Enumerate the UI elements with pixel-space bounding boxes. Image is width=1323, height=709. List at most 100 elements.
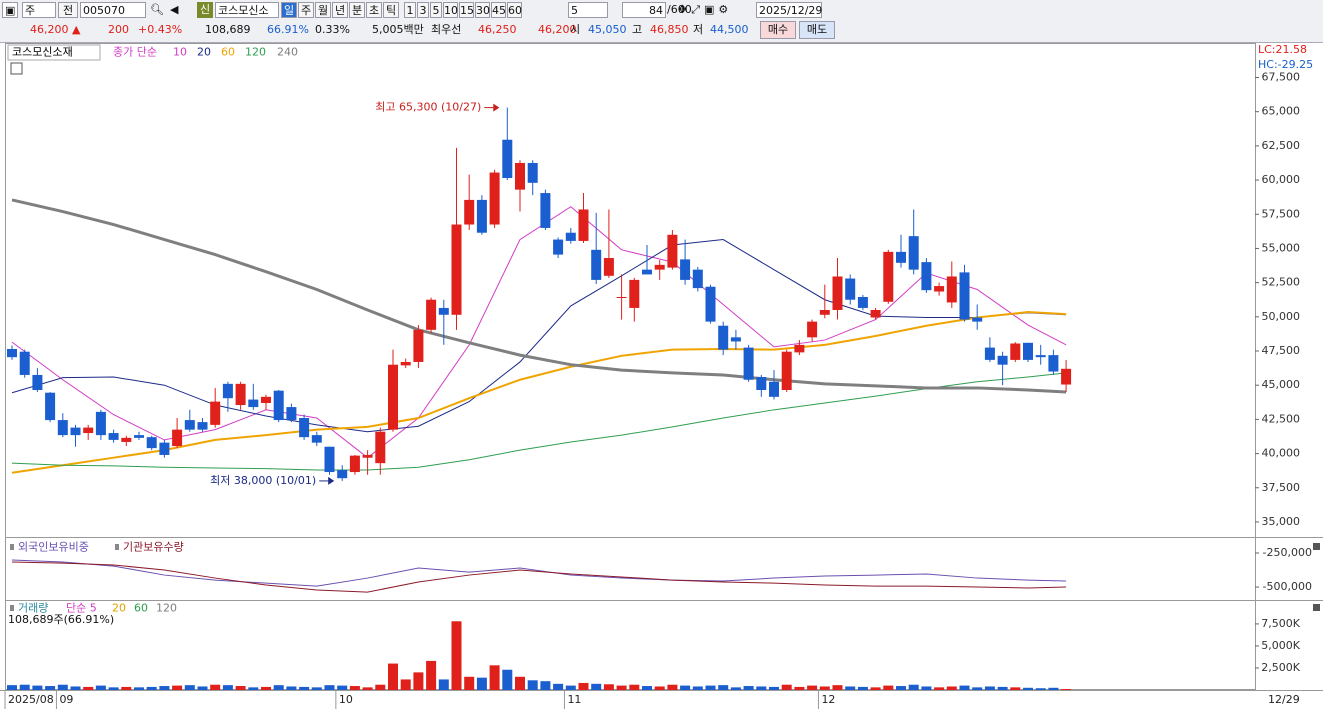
period-button[interactable]: 15 (459, 2, 474, 18)
candle-body (870, 309, 881, 318)
sell-button[interactable]: 매도 (799, 21, 835, 39)
ma-line (11, 311, 1067, 474)
volume-bar (1010, 687, 1021, 690)
period-button[interactable]: 일 (281, 2, 297, 18)
period-button[interactable]: 5 (430, 2, 442, 18)
candle-body (959, 272, 970, 320)
holdings-line (11, 561, 1067, 593)
candle-body (1035, 355, 1046, 358)
low-label: 저 (693, 23, 704, 36)
period-button[interactable]: 틱 (383, 2, 399, 18)
volume-bar (311, 687, 322, 690)
candle-body (654, 264, 665, 270)
period-button[interactable]: 30 (475, 2, 490, 18)
candle-body (70, 427, 81, 436)
period-button[interactable]: 월 (315, 2, 331, 18)
date-input[interactable]: 2025/12/29 (756, 2, 822, 18)
volume-bar (197, 686, 208, 690)
volume-bar (527, 680, 538, 690)
y-tick-label: 65,000 (1262, 105, 1301, 118)
candle-body (362, 454, 373, 458)
volume-bar (261, 686, 271, 690)
code-input[interactable]: 005070 (80, 2, 146, 18)
prev-button[interactable]: 전 (58, 2, 78, 18)
ma-legend: 120 (245, 46, 266, 59)
volume-bar (413, 672, 424, 690)
volume-bar (794, 686, 805, 690)
credit-badge: 신 (197, 2, 213, 18)
y-tick-label: -250,000 (1263, 546, 1312, 559)
volume-bar (235, 686, 246, 690)
candle-body (489, 172, 500, 225)
search-icon[interactable]: 🔍︎ (150, 3, 164, 16)
volume-bar (959, 685, 970, 690)
panel-menu[interactable] (1313, 543, 1320, 550)
market-select[interactable]: 주 (22, 2, 56, 18)
candle-body (946, 276, 957, 303)
period-button[interactable]: 주 (298, 2, 314, 18)
sound-icon[interactable]: ◀︎ (170, 3, 179, 16)
volume-bar (921, 686, 932, 690)
candle-body (108, 433, 119, 440)
volume-bar (870, 687, 881, 690)
candle-body (146, 437, 157, 449)
volume-bar (159, 686, 170, 690)
volume: 108,689 (205, 23, 251, 36)
period-button[interactable]: 1 (404, 2, 416, 18)
volume-bar (807, 685, 818, 690)
period-button[interactable]: 60 (507, 2, 522, 18)
interval-input[interactable]: 5 (568, 2, 608, 18)
y-tick-label: 50,000 (1262, 310, 1301, 323)
candle-body (883, 251, 894, 302)
candle-body (515, 162, 525, 190)
rate: +0.43% (138, 23, 183, 36)
period-button[interactable]: 년 (332, 2, 348, 18)
menu-icon[interactable]: ▣ (2, 2, 18, 18)
legend-marker (115, 544, 119, 550)
count-input[interactable]: 84 (622, 2, 666, 18)
volume-bar (45, 686, 56, 690)
period-button[interactable]: 분 (349, 2, 365, 18)
candle-body (261, 396, 271, 403)
volume-bar (578, 682, 589, 690)
candle-body (248, 399, 259, 408)
period-button[interactable]: 3 (417, 2, 429, 18)
candle-body (286, 407, 297, 421)
period-button[interactable]: 초 (366, 2, 382, 18)
volume-bar (819, 686, 830, 690)
table-icon[interactable] (10, 62, 23, 75)
candle-body (311, 435, 322, 443)
volume-bar (730, 687, 741, 690)
x-tick-label: 09 (59, 693, 73, 706)
turnover: 0.33% (315, 23, 350, 36)
ma-legend: 종가 단순 (113, 46, 157, 59)
period-button[interactable]: 45 (491, 2, 506, 18)
x-tick-label: 2025/08 (8, 693, 54, 706)
volume-last: 108,689주(66.91%) (8, 613, 114, 626)
candle-body (908, 236, 919, 270)
volume-bar (121, 686, 132, 690)
volume-bar (146, 686, 157, 690)
x-tick-label: 10 (339, 693, 353, 706)
volume-bar (756, 686, 767, 690)
candle-body (375, 431, 386, 464)
volume-bar (210, 684, 221, 690)
buy-button[interactable]: 매수 (760, 21, 796, 39)
ma-legend: 60 (221, 46, 235, 59)
volume-bar (1023, 687, 1033, 690)
volume-bar (984, 686, 995, 690)
tool-icons[interactable]: ✥⤢▣⚙ (678, 3, 733, 16)
volume-bar (32, 685, 43, 690)
volume-bar (337, 685, 348, 690)
candle-body (997, 355, 1008, 365)
panel-menu[interactable] (1313, 604, 1320, 611)
volume-bar (7, 685, 17, 690)
candle-body (718, 325, 729, 350)
volume-bar (299, 686, 310, 690)
period-button[interactable]: 10 (443, 2, 458, 18)
x-tick-label: 12 (821, 693, 835, 706)
candle-body (134, 435, 144, 438)
volume-bar (946, 686, 957, 690)
candle-body (781, 351, 792, 390)
candle-body (667, 234, 678, 268)
